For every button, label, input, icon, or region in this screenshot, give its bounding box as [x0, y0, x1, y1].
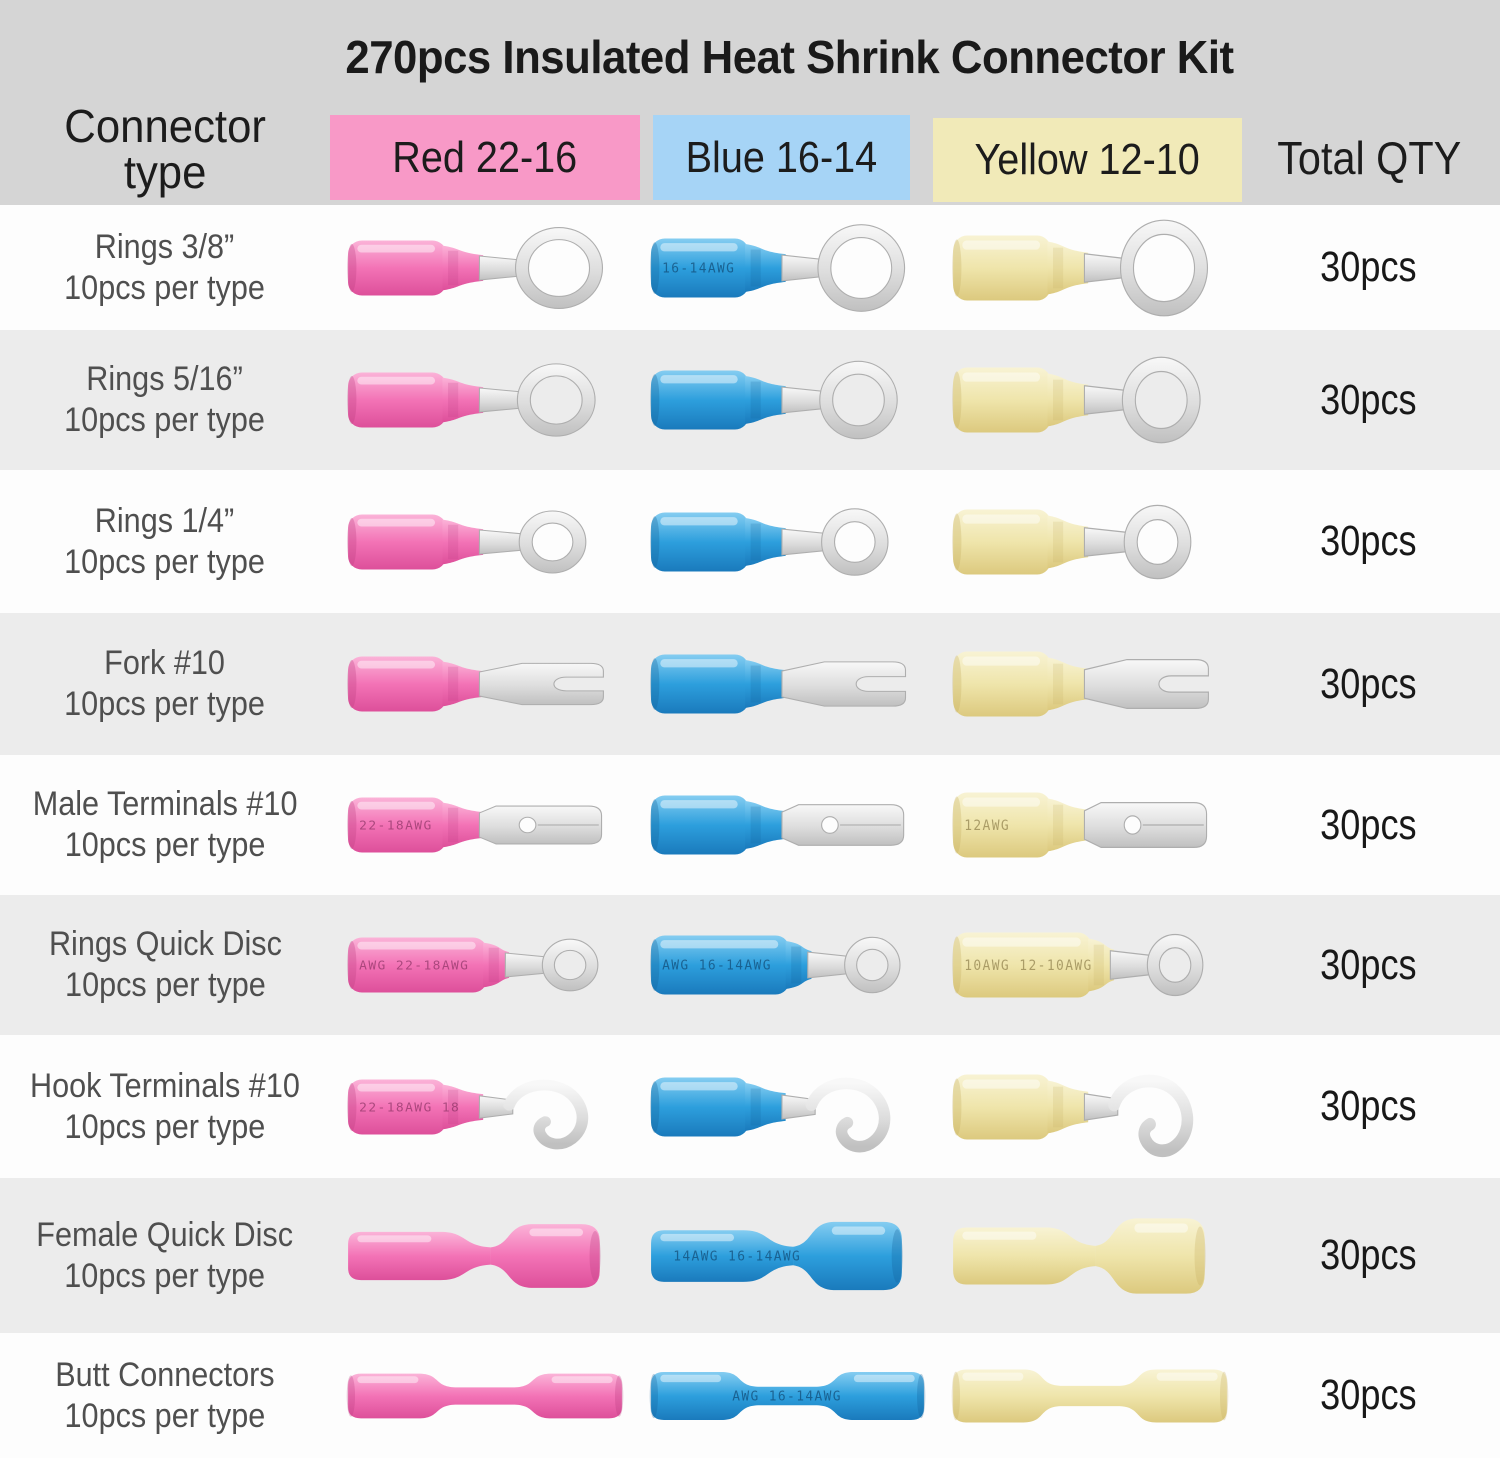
connector-image-yellow: [935, 1035, 1245, 1178]
connector-image-blue: AWG 16-14AWG: [640, 1333, 935, 1458]
connector-image-red: AWG 22-18AWG: [330, 895, 640, 1035]
connector-image-red: [330, 470, 640, 613]
table-row: Male Terminals #10 10pcs per type 22-18A…: [0, 755, 1500, 895]
svg-text:AWG 16-14AWG: AWG 16-14AWG: [662, 959, 772, 974]
connector-image-yellow: 10AWG 12-10AWG: [935, 895, 1245, 1035]
table-header: 270pcs Insulated Heat Shrink Connector K…: [0, 0, 1500, 205]
connector-image-yellow: [935, 205, 1245, 330]
total-qty-value: 30pcs: [1320, 940, 1417, 989]
connector-image-blue: [640, 613, 935, 755]
row-label: Rings Quick Disc 10pcs per type: [48, 925, 282, 1004]
svg-text:16-14AWG: 16-14AWG: [662, 261, 735, 276]
column-header-connector-type: Connector type: [64, 100, 266, 198]
connector-image-yellow: [935, 1178, 1245, 1333]
connector-image-blue: [640, 755, 935, 895]
connector-image-yellow: [935, 330, 1245, 470]
connector-image-blue: 14AWG 16-14AWG: [640, 1178, 935, 1333]
connector-image-red: 22-18AWG: [330, 755, 640, 895]
connector-image-red: [330, 613, 640, 755]
svg-text:14AWG 16-14AWG: 14AWG 16-14AWG: [673, 1249, 801, 1264]
total-qty-value: 30pcs: [1320, 1371, 1417, 1419]
svg-text:12AWG: 12AWG: [964, 818, 1010, 835]
connector-image-yellow: [935, 470, 1245, 613]
connector-image-blue: [640, 470, 935, 613]
total-qty-value: 30pcs: [1320, 1231, 1417, 1279]
total-qty-value: 30pcs: [1320, 243, 1417, 291]
table-row: Rings 1/4” 10pcs per type 30pcs: [0, 470, 1500, 613]
row-label: Female Quick Disc 10pcs per type: [36, 1215, 294, 1295]
svg-text:22-18AWG 18: 22-18AWG 18: [359, 1099, 460, 1113]
table-row: Hook Terminals #10 10pcs per type 22-18A…: [0, 1035, 1500, 1178]
table-row: Rings Quick Disc 10pcs per type AWG 22-1…: [0, 895, 1500, 1035]
row-label: Hook Terminals #10 10pcs per type: [30, 1066, 300, 1146]
total-qty-value: 30pcs: [1320, 375, 1417, 424]
column-header-red: Red 22-16: [330, 115, 640, 200]
table-row: Rings 3/8” 10pcs per type 16-14AWG 30pcs: [0, 205, 1500, 330]
row-label: Rings 1/4” 10pcs per type: [64, 501, 266, 581]
svg-text:AWG 16-14AWG: AWG 16-14AWG: [732, 1389, 842, 1404]
svg-text:22-18AWG: 22-18AWG: [359, 818, 432, 832]
row-label: Butt Connectors 10pcs per type: [55, 1355, 275, 1435]
column-header-row: Connector type Red 22-16 Blue 16-14 Yell…: [0, 103, 1500, 205]
svg-text:AWG 22-18AWG: AWG 22-18AWG: [359, 958, 469, 972]
total-qty-value: 30pcs: [1320, 800, 1417, 849]
total-qty-value: 30pcs: [1320, 517, 1417, 565]
row-label: Rings 5/16” 10pcs per type: [64, 360, 266, 439]
column-header-yellow: Yellow 12-10: [933, 118, 1242, 202]
connector-image-red: 22-18AWG 18: [330, 1035, 640, 1178]
total-qty-value: 30pcs: [1320, 659, 1417, 708]
column-header-blue: Blue 16-14: [653, 115, 910, 200]
table-row: Butt Connectors 10pcs per type AWG 16-14…: [0, 1333, 1500, 1458]
connector-image-red: [330, 1333, 640, 1458]
svg-text:10AWG 12-10AWG: 10AWG 12-10AWG: [964, 958, 1093, 975]
connector-image-red: [330, 330, 640, 470]
total-qty-value: 30pcs: [1320, 1082, 1417, 1130]
row-label: Rings 3/8” 10pcs per type: [64, 227, 266, 307]
table-row: Female Quick Disc 10pcs per type 14AWG 1…: [0, 1178, 1500, 1333]
connector-image-yellow: [935, 1333, 1245, 1458]
connector-image-blue: [640, 1035, 935, 1178]
row-label: Fork #10 10pcs per type: [64, 644, 266, 723]
connector-image-yellow: 12AWG: [935, 755, 1245, 895]
connector-table: Rings 3/8” 10pcs per type 16-14AWG 30pcs…: [0, 205, 1500, 1458]
table-row: Rings 5/16” 10pcs per type 30pcs: [0, 330, 1500, 470]
connector-image-red: [330, 205, 640, 330]
connector-image-blue: [640, 330, 935, 470]
column-header-total-qty: Total QTY: [1277, 131, 1462, 184]
connector-image-blue: 16-14AWG: [640, 205, 935, 330]
connector-image-blue: AWG 16-14AWG: [640, 895, 935, 1035]
row-label: Male Terminals #10 10pcs per type: [32, 785, 298, 864]
connector-image-red: [330, 1178, 640, 1333]
page-title: 270pcs Insulated Heat Shrink Connector K…: [345, 31, 1235, 83]
connector-image-yellow: [935, 613, 1245, 755]
table-row: Fork #10 10pcs per type 30pcs: [0, 613, 1500, 755]
